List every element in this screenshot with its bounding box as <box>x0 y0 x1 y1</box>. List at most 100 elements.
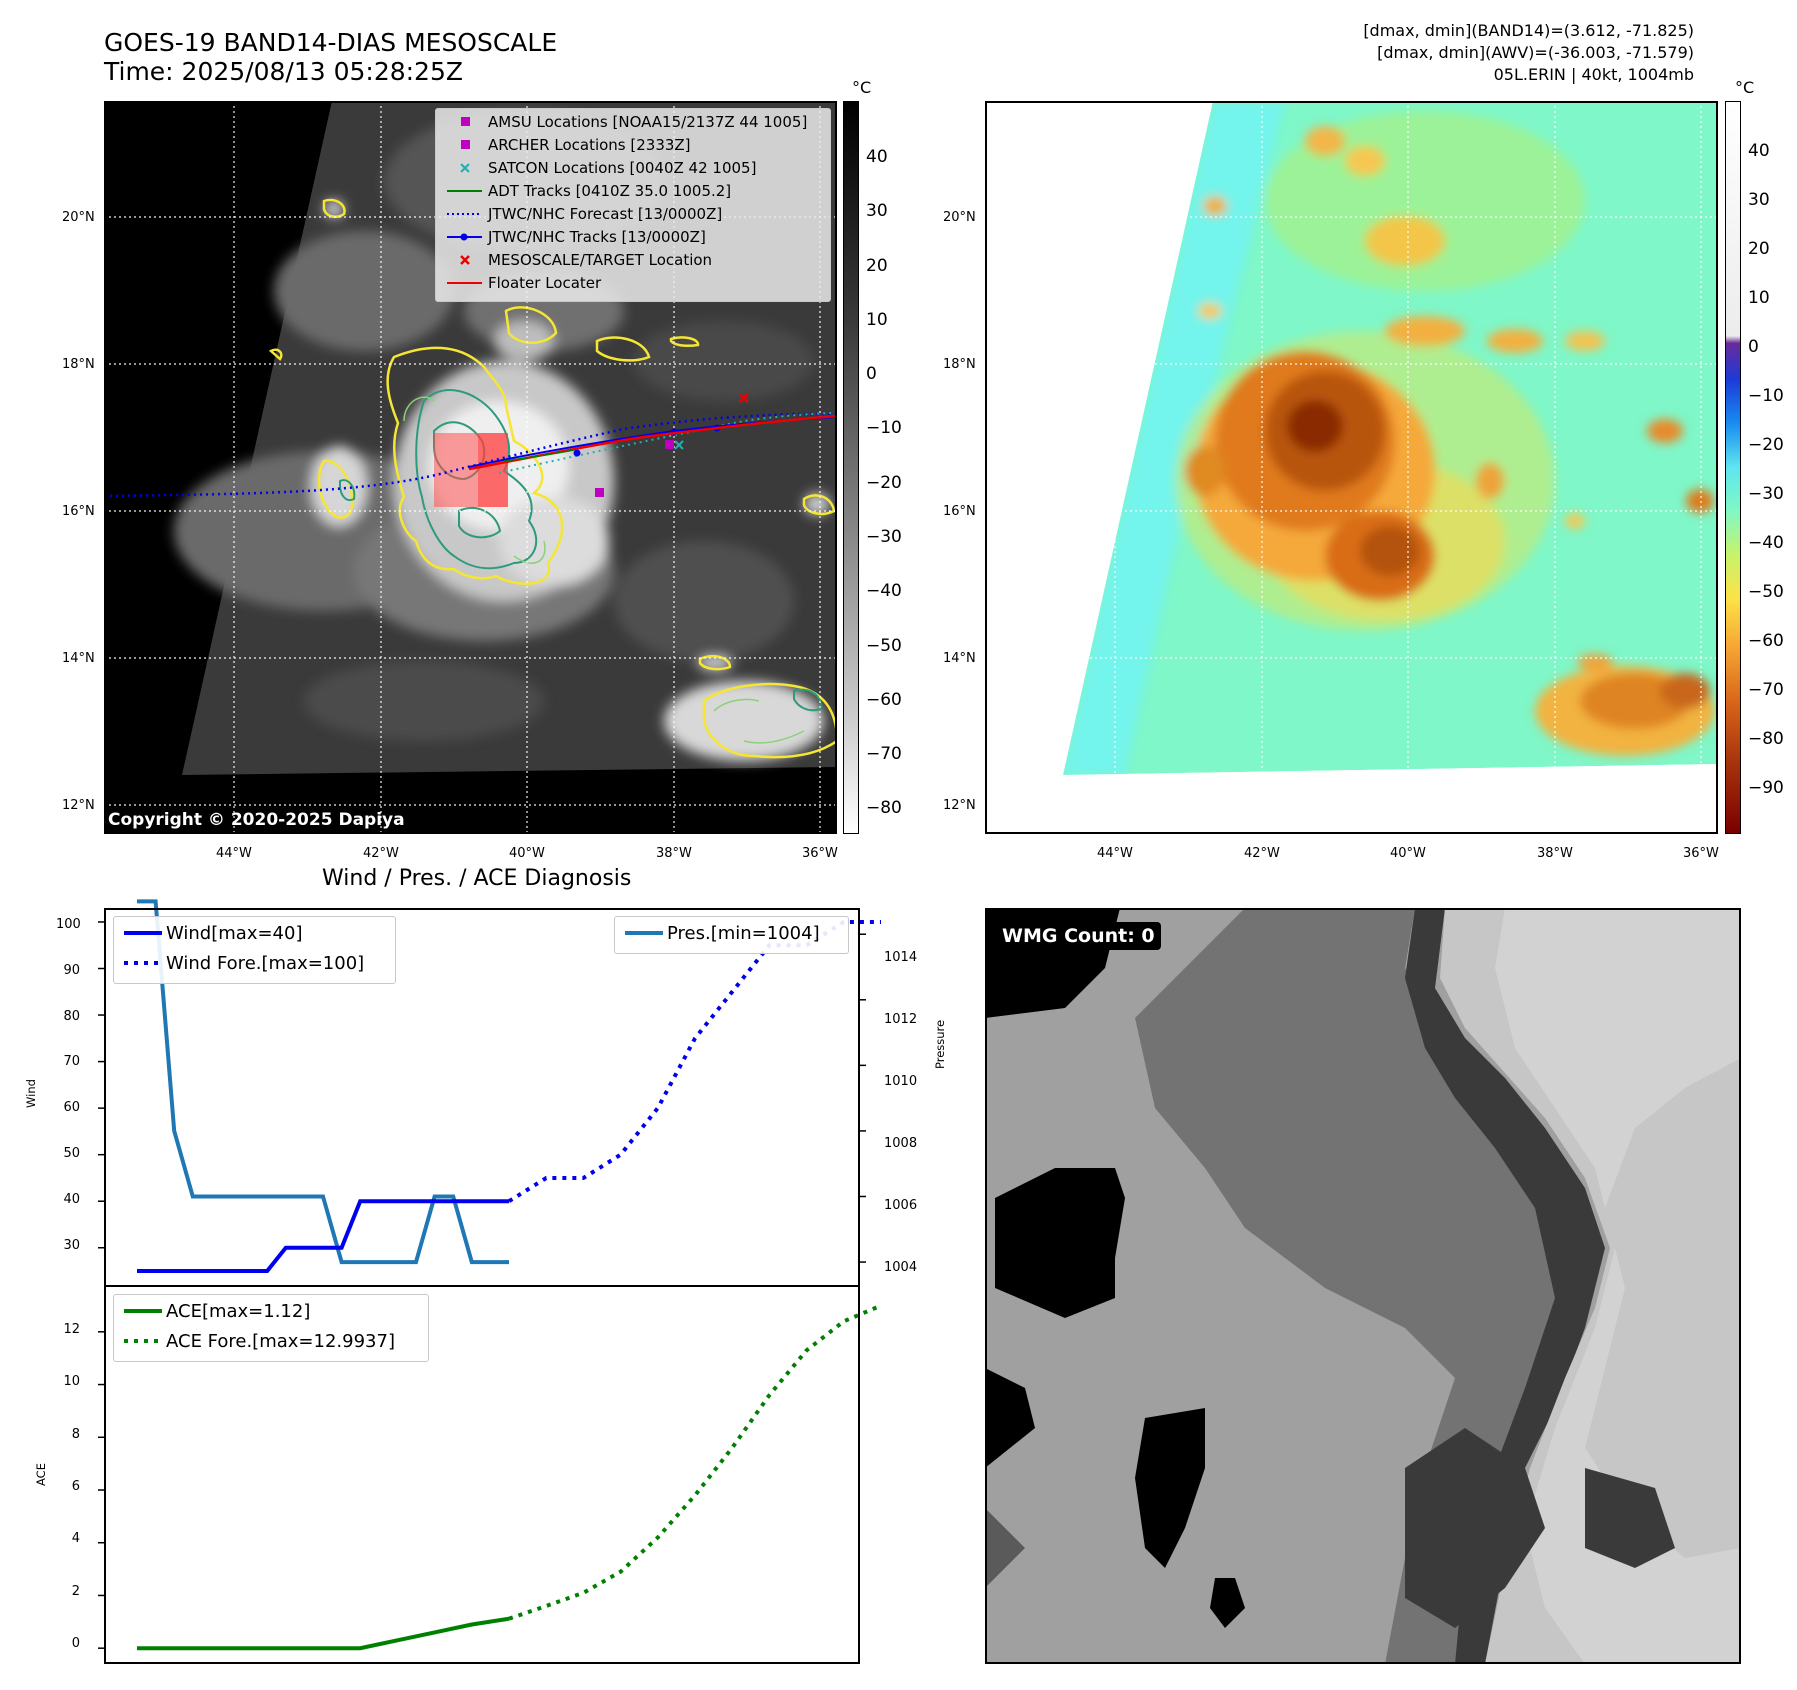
ace-tick: 12 <box>63 1322 80 1337</box>
legend-mesoscale: MESOSCALE/TARGET Location <box>444 250 712 270</box>
band14-range: [dmax, dmin](BAND14)=(3.612, -71.825) <box>1363 21 1694 40</box>
map1-lon-36: 36°W <box>802 846 838 861</box>
awv-range: [dmax, dmin](AWV)=(-36.003, -71.579) <box>1377 43 1694 62</box>
gray-cb-tick: 30 <box>866 201 888 221</box>
legend-archer: ARCHER Locations [2333Z] <box>444 135 691 155</box>
map1-lat-14: 14°N <box>62 651 95 666</box>
figure-title: GOES-19 BAND14-DIAS MESOSCALE <box>104 28 558 57</box>
ace-tick: 6 <box>71 1479 80 1494</box>
pressure-tick: 1010 <box>884 1074 918 1089</box>
map2-lat-16: 16°N <box>943 504 976 519</box>
pressure-tick: 1008 <box>884 1136 918 1151</box>
color-cb-tick: −20 <box>1748 435 1784 455</box>
gray-cb-tick: −30 <box>866 527 902 547</box>
legend-wind: Wind[max=40] <box>166 922 303 944</box>
legend-nhc-tracks: JTWC/NHC Tracks [13/0000Z] <box>444 227 706 247</box>
storm-summary: 05L.ERIN | 40kt, 1004mb <box>1493 65 1694 84</box>
map1-lon-40: 40°W <box>509 846 545 861</box>
color-cb-tick: 0 <box>1748 337 1759 357</box>
map2-lat-20: 20°N <box>943 210 976 225</box>
gray-cb-tick: 20 <box>866 256 888 276</box>
color-cb-tick: −10 <box>1748 386 1784 406</box>
gray-colorbar-unit: °C <box>852 78 872 97</box>
wind-tick: 40 <box>63 1192 80 1207</box>
wmg-count-badge: WMG Count: 0 <box>996 922 1161 950</box>
legend-forecast: JTWC/NHC Forecast [13/0000Z] <box>447 205 723 223</box>
legend-adt: ADT Tracks [0410Z 35.0 1005.2] <box>447 182 732 200</box>
wind-tick: 60 <box>63 1100 80 1115</box>
ace-axis-label: ACE <box>34 1463 48 1486</box>
map-legend: AMSU Locations [NOAA15/2137Z 44 1005] AR… <box>435 108 831 302</box>
map2-lon-38: 38°W <box>1537 846 1573 861</box>
grayscale-ir-map: AMSU Locations [NOAA15/2137Z 44 1005] AR… <box>104 101 837 834</box>
ace-tick: 2 <box>71 1584 80 1599</box>
color-cb-tick: −70 <box>1748 680 1784 700</box>
map2-lon-36: 36°W <box>1683 846 1719 861</box>
map1-lat-16: 16°N <box>62 504 95 519</box>
pressure-tick: 1004 <box>884 1260 918 1275</box>
legend-amsu: AMSU Locations [NOAA15/2137Z 44 1005] <box>444 112 807 132</box>
gray-cb-tick: −20 <box>866 473 902 493</box>
map1-lat-20: 20°N <box>62 210 95 225</box>
color-cb-tick: −50 <box>1748 582 1784 602</box>
gray-cb-tick: −70 <box>866 744 902 764</box>
ace-axes <box>104 1285 860 1664</box>
color-colorbar <box>1725 101 1741 834</box>
legend-wind-forecast: Wind Fore.[max=100] <box>166 952 365 974</box>
legend-satcon: SATCON Locations [0040Z 42 1005] <box>444 158 756 178</box>
map1-lat-18: 18°N <box>62 357 95 372</box>
wmg-image <box>985 908 1741 1664</box>
color-map-frame <box>985 101 1718 834</box>
color-cb-tick: 10 <box>1748 288 1770 308</box>
gray-cb-tick: −40 <box>866 581 902 601</box>
wind-axis-label: Wind <box>24 1079 38 1108</box>
map2-lon-44: 44°W <box>1097 846 1133 861</box>
ace-legend: ACE[max=1.12] ACE Fore.[max=12.9937] <box>113 1294 429 1362</box>
wind-tick: 90 <box>63 963 80 978</box>
ace-tick: 8 <box>71 1427 80 1442</box>
map1-lat-12: 12°N <box>62 798 95 813</box>
color-ir-image <box>985 101 1718 834</box>
color-cb-tick: −90 <box>1748 778 1784 798</box>
figure-time: Time: 2025/08/13 05:28:25Z <box>104 57 463 86</box>
legend-ace-forecast: ACE Fore.[max=12.9937] <box>166 1330 395 1352</box>
gray-cb-tick: −60 <box>866 690 902 710</box>
pressure-legend: Pres.[min=1004] <box>614 916 849 954</box>
legend-pressure: Pres.[min=1004] <box>667 922 820 944</box>
wmg-panel <box>985 908 1741 1664</box>
wind-legend: Wind[max=40] Wind Fore.[max=100] <box>113 916 396 984</box>
color-cb-tick: −30 <box>1748 484 1784 504</box>
copyright-label: Copyright © 2020-2025 Dapiya <box>108 810 405 830</box>
map2-lat-14: 14°N <box>943 651 976 666</box>
gray-cb-tick: 0 <box>866 364 877 384</box>
color-cb-tick: 20 <box>1748 239 1770 259</box>
gray-cb-tick: 40 <box>866 147 888 167</box>
wind-tick: 50 <box>63 1146 80 1161</box>
gray-colorbar <box>843 101 859 834</box>
ace-tick: 0 <box>71 1636 80 1651</box>
legend-ace: ACE[max=1.12] <box>166 1300 311 1322</box>
wind-tick: 70 <box>63 1054 80 1069</box>
wind-tick: 80 <box>63 1009 80 1024</box>
diagnosis-title: Wind / Pres. / ACE Diagnosis <box>322 866 632 891</box>
gray-cb-tick: −80 <box>866 798 902 818</box>
pressure-tick: 1014 <box>884 950 918 965</box>
map1-lon-38: 38°W <box>656 846 692 861</box>
map1-lon-42: 42°W <box>363 846 399 861</box>
pressure-axis-label: Pressure <box>933 1019 947 1069</box>
pressure-tick: 1006 <box>884 1198 918 1213</box>
map2-lon-42: 42°W <box>1244 846 1280 861</box>
ace-tick: 4 <box>71 1531 80 1546</box>
pressure-tick: 1012 <box>884 1012 918 1027</box>
gray-cb-tick: 10 <box>866 310 888 330</box>
wind-tick: 30 <box>63 1238 80 1253</box>
wind-tick: 100 <box>56 917 81 932</box>
map2-lat-12: 12°N <box>943 798 976 813</box>
legend-floater: Floater Locater <box>447 274 602 292</box>
color-ir-map <box>985 101 1718 834</box>
color-cb-tick: 30 <box>1748 190 1770 210</box>
gray-cb-tick: −10 <box>866 418 902 438</box>
map1-lon-44: 44°W <box>216 846 252 861</box>
color-cb-tick: 40 <box>1748 141 1770 161</box>
map2-lat-18: 18°N <box>943 357 976 372</box>
